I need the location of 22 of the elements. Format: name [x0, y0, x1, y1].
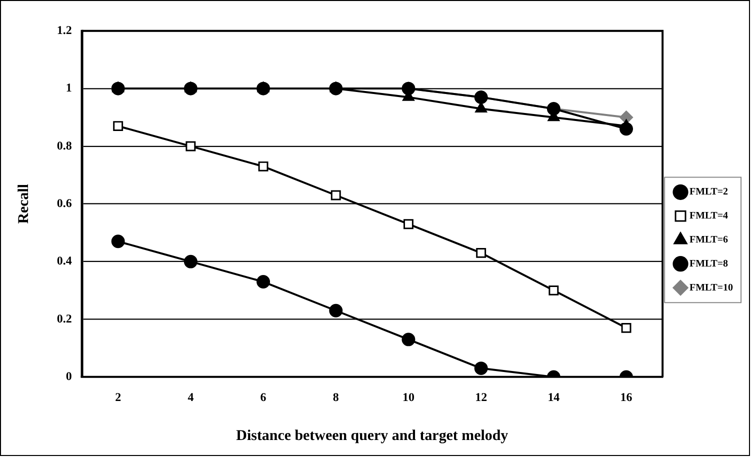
legend-label: FMLT=4	[689, 210, 728, 222]
x-tick-label: 2	[115, 390, 122, 404]
y-tick-label: 0.8	[56, 138, 72, 152]
x-tick-label: 10	[402, 390, 414, 404]
y-tick-label: 0.4	[56, 254, 72, 268]
x-tick-label: 14	[548, 390, 560, 404]
y-axis-title: Recall	[16, 184, 32, 224]
x-tick-label: 6	[260, 390, 266, 404]
legend-label: FMLT=2	[689, 186, 728, 198]
x-tick-label: 12	[475, 390, 488, 404]
x-tick-label: 4	[188, 390, 194, 404]
legend-label: FMLT=10	[689, 282, 734, 294]
legend-label: FMLT=6	[689, 234, 728, 246]
x-tick-label: 16	[620, 390, 632, 404]
y-tick-label: 1.2	[56, 22, 72, 37]
legend-label: FMLT=8	[689, 258, 728, 270]
y-tick-label: 0.2	[56, 311, 72, 326]
y-tick-label: 1	[66, 80, 72, 95]
y-tick-label: 0	[66, 369, 72, 384]
y-tick-label: 0.6	[56, 196, 72, 210]
x-tick-label: 8	[332, 390, 339, 404]
x-axis-title: Distance between query and target melody	[236, 428, 509, 444]
